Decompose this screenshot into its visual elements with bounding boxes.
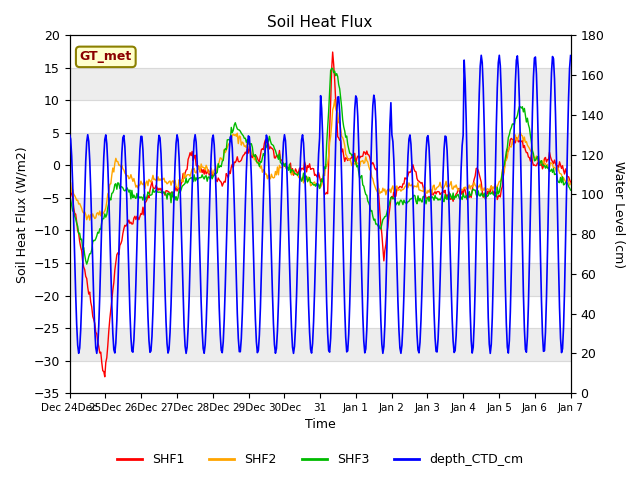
Legend: SHF1, SHF2, SHF3, depth_CTD_cm: SHF1, SHF2, SHF3, depth_CTD_cm bbox=[112, 448, 528, 471]
Bar bbox=[70, 328, 571, 360]
X-axis label: Time: Time bbox=[305, 419, 335, 432]
Bar bbox=[70, 198, 571, 230]
Y-axis label: Water Level (cm): Water Level (cm) bbox=[612, 161, 625, 268]
Bar bbox=[70, 263, 571, 296]
Text: GT_met: GT_met bbox=[79, 50, 132, 63]
Title: Soil Heat Flux: Soil Heat Flux bbox=[268, 15, 372, 30]
Bar bbox=[70, 68, 571, 100]
Y-axis label: Soil Heat Flux (W/m2): Soil Heat Flux (W/m2) bbox=[15, 146, 28, 283]
Bar bbox=[70, 133, 571, 166]
